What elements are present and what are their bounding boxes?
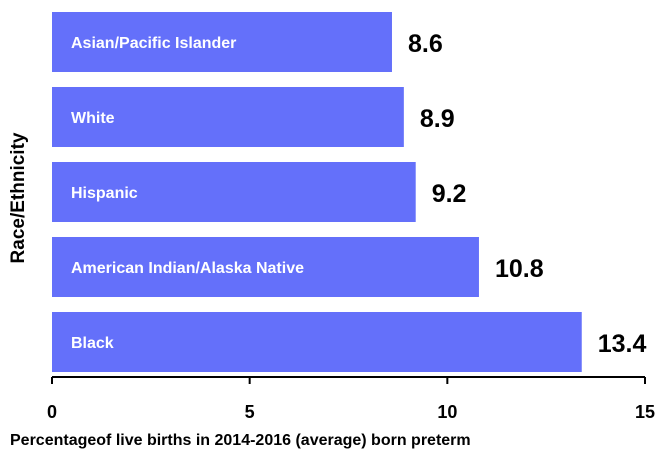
bar-value-label: 13.4 bbox=[598, 330, 647, 358]
bar-value-label: 9.2 bbox=[432, 180, 467, 208]
x-tick-label: 5 bbox=[245, 402, 255, 422]
bar bbox=[52, 312, 582, 372]
bar-category-label: Asian/Pacific Islander bbox=[71, 35, 236, 52]
bar-value-label: 8.9 bbox=[420, 105, 455, 133]
bar-value-label: 8.6 bbox=[408, 30, 443, 58]
bar-category-label: Black bbox=[71, 335, 114, 352]
bar-category-label: White bbox=[71, 110, 115, 127]
x-ticks-group: 0 5 10 15 bbox=[47, 377, 655, 422]
bar bbox=[52, 162, 416, 222]
bar bbox=[52, 87, 404, 147]
x-tick-label: 15 bbox=[635, 402, 655, 422]
bar bbox=[52, 12, 392, 72]
bar-category-label: Hispanic bbox=[71, 185, 138, 202]
bar bbox=[52, 237, 479, 297]
bar-value-label: 10.8 bbox=[495, 255, 544, 283]
x-tick-label: 0 bbox=[47, 402, 57, 422]
x-tick-label: 10 bbox=[437, 402, 457, 422]
bars-group: Asian/Pacific Islander 8.6 White 8.9 Hispani… bbox=[52, 12, 647, 372]
y-axis-title: Race/Ethnicity bbox=[8, 132, 29, 263]
x-axis-title: Percentageof live births in 2014-2016 (a… bbox=[10, 432, 471, 449]
bar-category-label: American Indian/Alaska Native bbox=[71, 260, 304, 277]
